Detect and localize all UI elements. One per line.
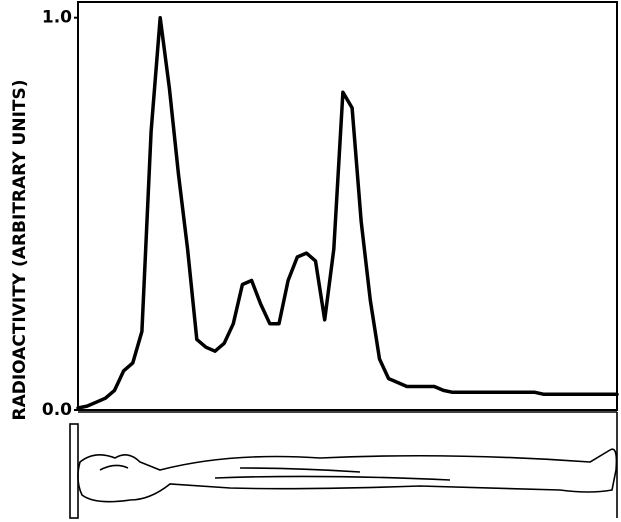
y-tick-label: 0.0 [42,400,72,420]
plot-frame [77,1,618,411]
y-axis-label: RADIOACTIVITY (ARBITRARY UNITS) [10,79,30,420]
data-line [76,15,619,410]
y-tick-label: 1.0 [42,8,72,28]
body-illustration [69,411,618,519]
